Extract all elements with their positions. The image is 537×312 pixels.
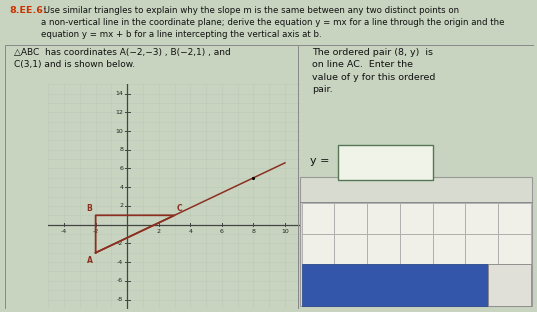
FancyBboxPatch shape xyxy=(335,203,367,234)
FancyBboxPatch shape xyxy=(465,203,498,234)
Text: -4: -4 xyxy=(117,260,124,265)
FancyBboxPatch shape xyxy=(338,145,433,180)
FancyBboxPatch shape xyxy=(300,177,532,306)
FancyBboxPatch shape xyxy=(302,264,488,306)
Text: The ordered pair (8, y)  is
on line AC.  Enter the
value of y for this ordered
p: The ordered pair (8, y) is on line AC. E… xyxy=(312,48,436,94)
Text: –: – xyxy=(480,244,484,253)
Text: 12: 12 xyxy=(115,110,124,115)
Text: 8: 8 xyxy=(251,229,255,234)
Text: -2: -2 xyxy=(117,241,124,246)
Text: 8: 8 xyxy=(119,147,124,152)
Text: A: A xyxy=(86,256,92,265)
Text: 4: 4 xyxy=(188,229,192,234)
Text: 4: 4 xyxy=(119,185,124,190)
Text: 2: 2 xyxy=(157,229,161,234)
Text: ⁿ√: ⁿ√ xyxy=(445,214,453,223)
Text: △ABC  has coordinates A(−2,−3) , B(−2,1) , and
C(3,1) and is shown below.: △ABC has coordinates A(−2,−3) , B(−2,1) … xyxy=(14,48,231,69)
Text: 14: 14 xyxy=(115,91,124,96)
Text: x²: x² xyxy=(347,214,354,223)
Text: C: C xyxy=(177,204,183,213)
Text: ↓: ↓ xyxy=(511,214,518,223)
FancyBboxPatch shape xyxy=(465,234,498,264)
Text: x: x xyxy=(520,178,525,188)
FancyBboxPatch shape xyxy=(432,234,465,264)
Text: 10: 10 xyxy=(281,229,289,234)
Text: |·|: |·| xyxy=(347,244,354,253)
Text: -4: -4 xyxy=(61,229,67,234)
Text: Basic: Basic xyxy=(308,178,331,188)
Text: -6: -6 xyxy=(117,278,124,283)
FancyBboxPatch shape xyxy=(498,203,531,234)
FancyBboxPatch shape xyxy=(400,234,432,264)
Text: (·): (·) xyxy=(314,244,322,253)
Text: x: x xyxy=(381,214,386,223)
FancyBboxPatch shape xyxy=(498,234,531,264)
Text: 6: 6 xyxy=(119,166,124,171)
Text: √: √ xyxy=(413,214,419,223)
FancyBboxPatch shape xyxy=(400,203,432,234)
Text: -2: -2 xyxy=(92,229,99,234)
Text: Use similar triangles to explain why the slope m is the same between any two dis: Use similar triangles to explain why the… xyxy=(41,7,505,39)
FancyBboxPatch shape xyxy=(367,203,400,234)
Text: 5: 5 xyxy=(352,156,359,166)
Text: DNE: DNE xyxy=(441,244,457,253)
FancyBboxPatch shape xyxy=(335,234,367,264)
FancyBboxPatch shape xyxy=(488,264,531,306)
FancyBboxPatch shape xyxy=(367,234,400,264)
Text: Enter a mathematical expression [more...]: Enter a mathematical expression [more...… xyxy=(310,282,458,289)
Text: ∞: ∞ xyxy=(413,244,419,253)
Text: -8: -8 xyxy=(117,297,124,302)
Text: Funcs: Funcs xyxy=(352,178,378,188)
Text: ½: ½ xyxy=(314,214,322,223)
Text: B: B xyxy=(86,204,92,213)
Text: →: → xyxy=(511,244,518,253)
FancyBboxPatch shape xyxy=(302,203,335,234)
Text: 8.EE.6:: 8.EE.6: xyxy=(10,7,47,16)
Text: t: t xyxy=(480,214,483,223)
Text: 2: 2 xyxy=(119,203,124,208)
Text: 10: 10 xyxy=(115,129,124,134)
Text: Trig: Trig xyxy=(400,178,416,188)
Text: 6: 6 xyxy=(220,229,224,234)
Text: ⓧ: ⓧ xyxy=(507,281,512,290)
FancyBboxPatch shape xyxy=(302,234,335,264)
Text: π: π xyxy=(381,244,386,253)
Text: y =: y = xyxy=(310,156,329,166)
FancyBboxPatch shape xyxy=(432,203,465,234)
